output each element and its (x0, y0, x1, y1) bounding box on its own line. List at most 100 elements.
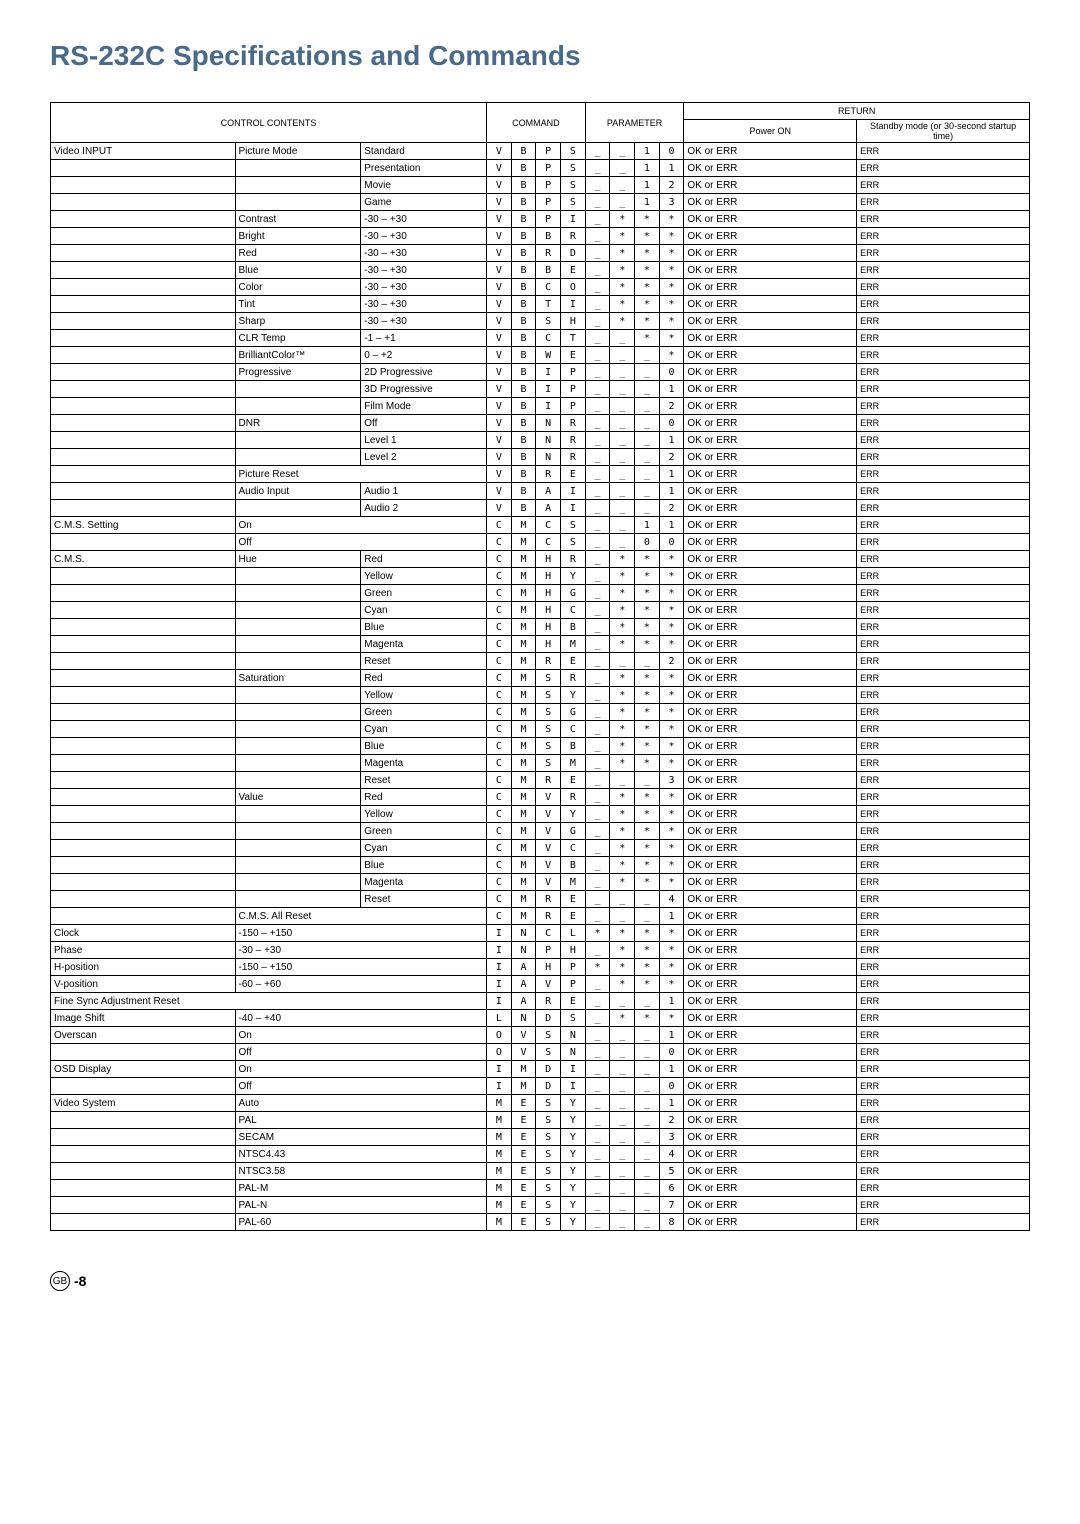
control-sub: BrilliantColor™ (235, 347, 361, 364)
table-row: GreenCMSG_***OK or ERRERR (51, 704, 1030, 721)
parameter-char: _ (585, 1129, 610, 1146)
return-standby: ERR (857, 619, 1030, 636)
command-char: N (511, 942, 536, 959)
return-standby: ERR (857, 568, 1030, 585)
control-item: PAL-M (235, 1180, 487, 1197)
return-power-on: OK or ERR (684, 1078, 857, 1095)
return-power-on: OK or ERR (684, 1163, 857, 1180)
control-sub: Red (235, 245, 361, 262)
parameter-char: _ (610, 772, 635, 789)
table-row: Audio 2VBAI___2OK or ERRERR (51, 500, 1030, 517)
table-row: YellowCMVY_***OK or ERRERR (51, 806, 1030, 823)
control-item: PAL-60 (235, 1214, 487, 1231)
return-power-on: OK or ERR (684, 1095, 857, 1112)
control-category: Video System (51, 1095, 236, 1112)
command-char: B (511, 466, 536, 483)
control-item: PAL (235, 1112, 487, 1129)
table-row: NTSC4.43MESY___4OK or ERRERR (51, 1146, 1030, 1163)
parameter-char: * (610, 840, 635, 857)
control-item: Red (361, 670, 487, 687)
parameter-char: 1 (659, 1027, 684, 1044)
command-char: V (487, 313, 512, 330)
return-power-on: OK or ERR (684, 687, 857, 704)
command-char: M (487, 1095, 512, 1112)
command-char: S (561, 534, 586, 551)
parameter-char: 2 (659, 177, 684, 194)
command-char: Y (561, 687, 586, 704)
control-category (51, 262, 236, 279)
table-row: YellowCMHY_***OK or ERRERR (51, 568, 1030, 585)
control-item: Yellow (361, 687, 487, 704)
return-standby: ERR (857, 721, 1030, 738)
command-char: M (511, 806, 536, 823)
command-char: C (561, 602, 586, 619)
parameter-char: _ (585, 755, 610, 772)
command-char: B (511, 211, 536, 228)
parameter-char: _ (585, 415, 610, 432)
control-item: -30 – +30 (235, 942, 487, 959)
control-sub: Picture Mode (235, 143, 361, 160)
return-power-on: OK or ERR (684, 755, 857, 772)
parameter-char: * (659, 330, 684, 347)
control-sub: Audio Input (235, 483, 361, 500)
parameter-char: _ (635, 908, 660, 925)
command-char: B (561, 738, 586, 755)
parameter-char: * (610, 245, 635, 262)
command-char: L (487, 1010, 512, 1027)
parameter-char: 1 (635, 517, 660, 534)
control-category (51, 1197, 236, 1214)
command-char: P (561, 364, 586, 381)
return-standby: ERR (857, 840, 1030, 857)
parameter-char: 2 (659, 398, 684, 415)
parameter-char: _ (585, 789, 610, 806)
return-power-on: OK or ERR (684, 228, 857, 245)
control-category: C.M.S. Setting (51, 517, 236, 534)
control-item: Magenta (361, 636, 487, 653)
command-char: A (511, 976, 536, 993)
parameter-char: _ (585, 636, 610, 653)
command-char: E (561, 466, 586, 483)
parameter-char: _ (635, 891, 660, 908)
parameter-char: * (635, 857, 660, 874)
control-category (51, 653, 236, 670)
command-char: I (487, 1061, 512, 1078)
control-sub (235, 653, 361, 670)
command-char: N (511, 1010, 536, 1027)
header-parameter: PARAMETER (585, 103, 684, 143)
command-char: M (511, 738, 536, 755)
control-item: Red (361, 551, 487, 568)
return-standby: ERR (857, 670, 1030, 687)
command-char: V (536, 789, 561, 806)
return-standby: ERR (857, 993, 1030, 1010)
return-power-on: OK or ERR (684, 279, 857, 296)
parameter-char: * (610, 942, 635, 959)
command-char: S (536, 721, 561, 738)
return-power-on: OK or ERR (684, 619, 857, 636)
control-category (51, 636, 236, 653)
control-sub (235, 755, 361, 772)
return-power-on: OK or ERR (684, 840, 857, 857)
return-power-on: OK or ERR (684, 602, 857, 619)
command-char: I (536, 364, 561, 381)
command-char: R (561, 432, 586, 449)
return-standby: ERR (857, 364, 1030, 381)
command-char: P (536, 211, 561, 228)
command-char: C (487, 823, 512, 840)
parameter-char: _ (635, 347, 660, 364)
command-char: B (536, 262, 561, 279)
command-char: E (511, 1163, 536, 1180)
parameter-char: _ (610, 517, 635, 534)
command-char: E (561, 993, 586, 1010)
command-char: I (487, 925, 512, 942)
command-char: V (487, 364, 512, 381)
control-sub (235, 619, 361, 636)
control-sub (235, 177, 361, 194)
parameter-char: _ (585, 993, 610, 1010)
control-category (51, 194, 236, 211)
command-char: R (536, 908, 561, 925)
command-char: C (487, 789, 512, 806)
return-power-on: OK or ERR (684, 874, 857, 891)
control-sub (235, 874, 361, 891)
parameter-char: _ (610, 177, 635, 194)
control-sub (235, 500, 361, 517)
